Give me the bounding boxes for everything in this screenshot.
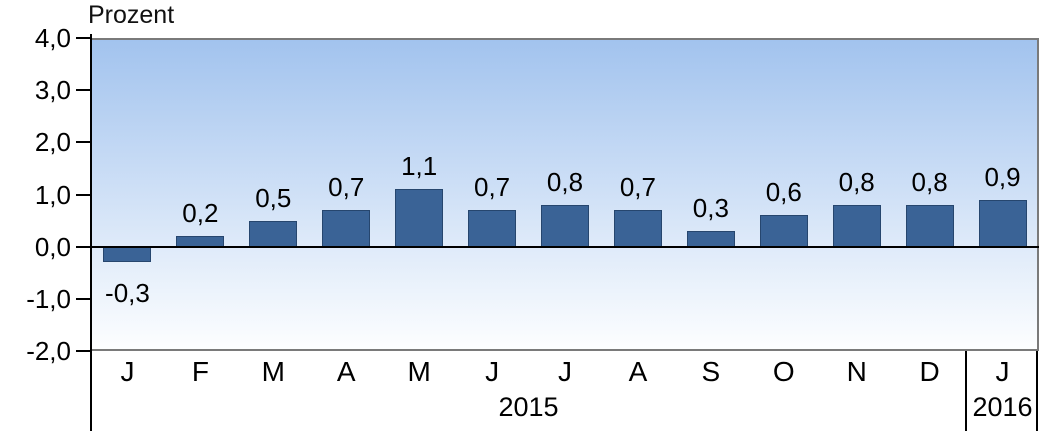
year-label-2015: 2015	[498, 392, 559, 422]
y-tick	[76, 297, 91, 300]
bar-value-label: 0,5	[255, 182, 292, 213]
bar-value-label: -0,3	[105, 278, 150, 309]
y-tick	[76, 141, 91, 144]
bar-value-label: 0,7	[473, 172, 511, 203]
bar-J-6	[541, 204, 589, 247]
bar-value-label: 0,7	[619, 172, 656, 203]
bar-J-12	[978, 199, 1027, 247]
month-label-12: J	[995, 356, 1010, 387]
bar-value-label: 0,3	[692, 193, 729, 224]
bar-value-label: 0,6	[765, 177, 802, 208]
y-tick	[76, 245, 91, 248]
y-tick-label: 0,0	[34, 231, 71, 262]
y-tick-label: 3,0	[34, 75, 71, 106]
bar-value-label: 0,2	[182, 198, 219, 229]
bar-value-label: 1,1	[401, 151, 438, 182]
month-label-7: A	[628, 356, 648, 387]
y-axis-line	[90, 34, 92, 431]
y-tick	[76, 89, 91, 92]
y-tick-label: 1,0	[34, 179, 71, 210]
bar-D-11	[905, 204, 954, 247]
year-divider	[1036, 351, 1038, 431]
month-label-11: D	[919, 356, 940, 387]
bar-M-4	[395, 189, 444, 247]
month-label-6: J	[558, 356, 572, 387]
month-label-8: S	[701, 356, 721, 387]
bar-J-0	[103, 246, 152, 263]
month-label-10: N	[846, 356, 867, 387]
bar-value-label: 0,7	[328, 172, 365, 203]
bar-S-8	[686, 231, 735, 247]
month-label-4: M	[407, 356, 431, 387]
plot-area	[91, 38, 1039, 351]
bar-M-2	[249, 220, 298, 247]
y-tick	[76, 193, 91, 196]
bar-O-9	[759, 215, 808, 247]
zero-baseline	[91, 245, 1039, 248]
month-label-9: O	[772, 356, 795, 387]
bar-J-5	[468, 210, 517, 247]
month-label-5: J	[485, 356, 500, 387]
bar-value-label: 0,8	[546, 166, 584, 197]
month-label-1: F	[191, 356, 209, 387]
year-divider	[965, 351, 968, 431]
bar-value-label: 0,8	[911, 166, 948, 197]
year-label-2016: 2016	[972, 392, 1033, 422]
month-label-3: A	[336, 356, 356, 387]
y-tick-label: -1,0	[26, 283, 71, 314]
bar-A-7	[613, 210, 662, 247]
bar-value-label: 0,8	[838, 166, 875, 197]
month-label-0: J	[120, 356, 135, 387]
chart-title: Prozent	[88, 1, 175, 29]
bar-value-label: 0,9	[984, 161, 1021, 192]
y-tick-label: 2,0	[34, 127, 71, 158]
y-tick-label: 4,0	[34, 23, 71, 53]
month-label-2: M	[261, 356, 285, 387]
y-tick-label: -2,0	[26, 336, 71, 366]
bar-A-3	[322, 210, 371, 247]
y-tick	[76, 350, 91, 352]
bar-N-10	[832, 204, 881, 247]
y-tick	[76, 37, 91, 39]
